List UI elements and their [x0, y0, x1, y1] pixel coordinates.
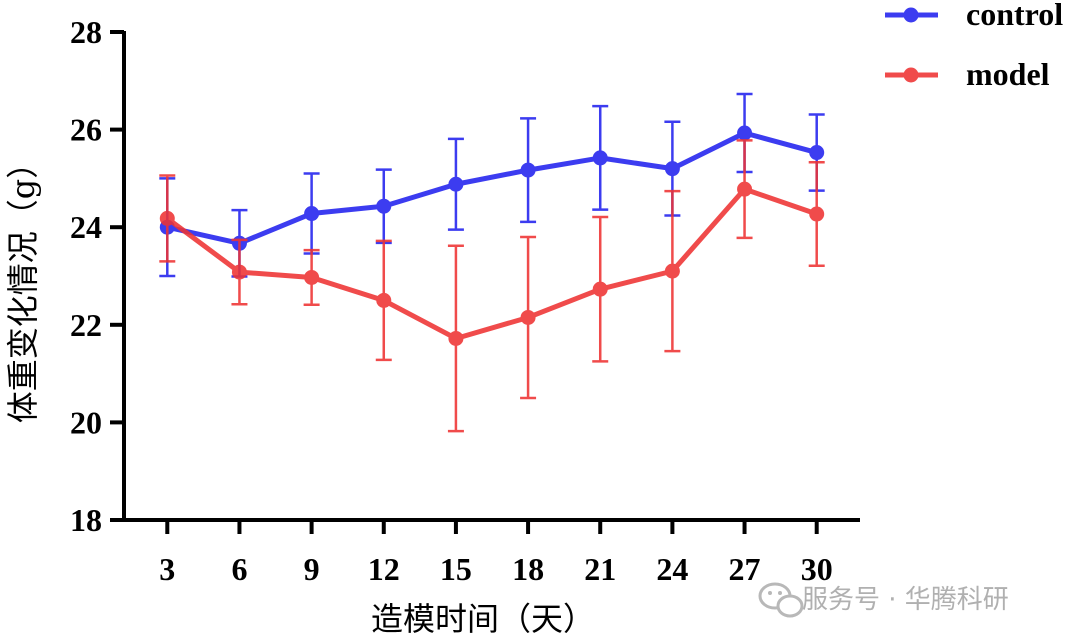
x-axis: 3 6 9 12 15 18 21 24 27 30	[122, 518, 860, 587]
x-tick-label: 24	[656, 551, 688, 587]
legend-swatch-marker	[903, 7, 919, 23]
watermark-text: 服务号 · 华腾科研	[802, 585, 1009, 615]
data-point-model	[592, 281, 608, 297]
y-axis-title: 体重变化情况（g）	[4, 147, 42, 424]
wechat-icon	[758, 582, 804, 618]
series-line-model	[165, 186, 818, 341]
data-point-model	[376, 292, 392, 308]
legend: control model	[885, 0, 1063, 92]
legend-item-model	[885, 67, 938, 83]
data-point-control	[809, 145, 825, 161]
legend-label-model: model	[966, 56, 1050, 92]
legend-swatch-marker	[903, 67, 919, 83]
series-model	[159, 139, 825, 433]
legend-label-control: control	[966, 0, 1063, 32]
data-point-control	[448, 176, 464, 192]
x-axis-title: 造模时间（天）	[371, 600, 595, 638]
y-tick-label: 20	[70, 404, 102, 440]
x-tick-label: 27	[729, 551, 761, 587]
x-tick-label: 3	[159, 551, 175, 587]
data-point-model	[159, 210, 175, 226]
y-tick-label: 22	[70, 307, 102, 343]
y-tick-label: 28	[70, 14, 102, 50]
series-control	[159, 92, 825, 278]
data-point-control	[592, 150, 608, 166]
data-point-control	[737, 125, 753, 141]
data-point-model	[809, 206, 825, 222]
y-tick-label: 18	[70, 502, 102, 538]
x-tick-label: 6	[231, 551, 247, 587]
x-tick-label: 18	[512, 551, 544, 587]
x-tick-label: 12	[368, 551, 400, 587]
data-point-control	[376, 198, 392, 214]
series-layer	[159, 92, 825, 433]
x-tick-label: 30	[801, 551, 833, 587]
watermark: 服务号 · 华腾科研	[758, 582, 1009, 618]
x-tick-label: 21	[584, 551, 616, 587]
data-point-model	[448, 330, 464, 346]
legend-item-control	[885, 7, 938, 23]
data-point-control	[520, 162, 536, 178]
x-tick-label: 15	[440, 551, 472, 587]
y-tick-label: 26	[70, 112, 102, 148]
data-point-model	[520, 309, 536, 325]
data-point-model	[664, 263, 680, 279]
data-point-model	[737, 181, 753, 197]
x-tick-label: 9	[304, 551, 320, 587]
y-axis: 18 20 22 24 26 28	[70, 14, 126, 538]
data-point-control	[304, 206, 320, 222]
data-point-model	[304, 269, 320, 285]
data-point-control	[664, 161, 680, 177]
series-line-control	[166, 130, 818, 246]
data-point-model	[231, 264, 247, 280]
y-tick-label: 24	[70, 209, 102, 245]
